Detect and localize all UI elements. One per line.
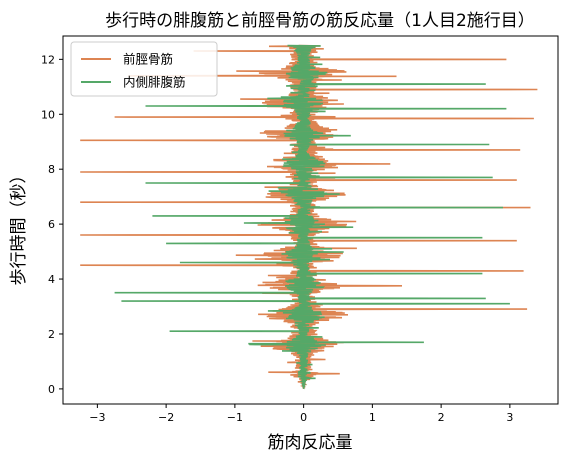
y-tick-label: 4 — [48, 273, 55, 286]
series-line-medial-gastrocnemius — [114, 44, 510, 390]
legend-label: 内側腓腹筋 — [123, 75, 186, 90]
y-axis-title: 歩行時間（秒） — [9, 167, 29, 286]
y-tick-label: 10 — [41, 108, 55, 121]
x-axis-title: 筋肉反応量 — [268, 433, 353, 453]
y-tick-label: 2 — [48, 328, 55, 341]
chart-title: 歩行時の腓腹筋と前脛骨筋の筋反応量（1人目2施行目） — [105, 11, 535, 31]
x-tick-label: −2 — [158, 411, 174, 424]
x-tick-label: 2 — [438, 411, 445, 424]
y-tick-label: 0 — [48, 383, 55, 396]
x-tick-label: −1 — [227, 411, 243, 424]
x-tick-label: 0 — [300, 411, 307, 424]
y-tick-label: 12 — [41, 53, 55, 66]
x-tick-label: 1 — [369, 411, 376, 424]
y-tick-label: 6 — [48, 218, 55, 231]
plot-area — [80, 44, 538, 390]
x-tick-label: −3 — [89, 411, 105, 424]
x-tick-label: 3 — [506, 411, 513, 424]
y-tick-label: 8 — [48, 163, 55, 176]
plot-frame — [62, 35, 559, 405]
legend-label: 前脛骨筋 — [123, 52, 173, 67]
